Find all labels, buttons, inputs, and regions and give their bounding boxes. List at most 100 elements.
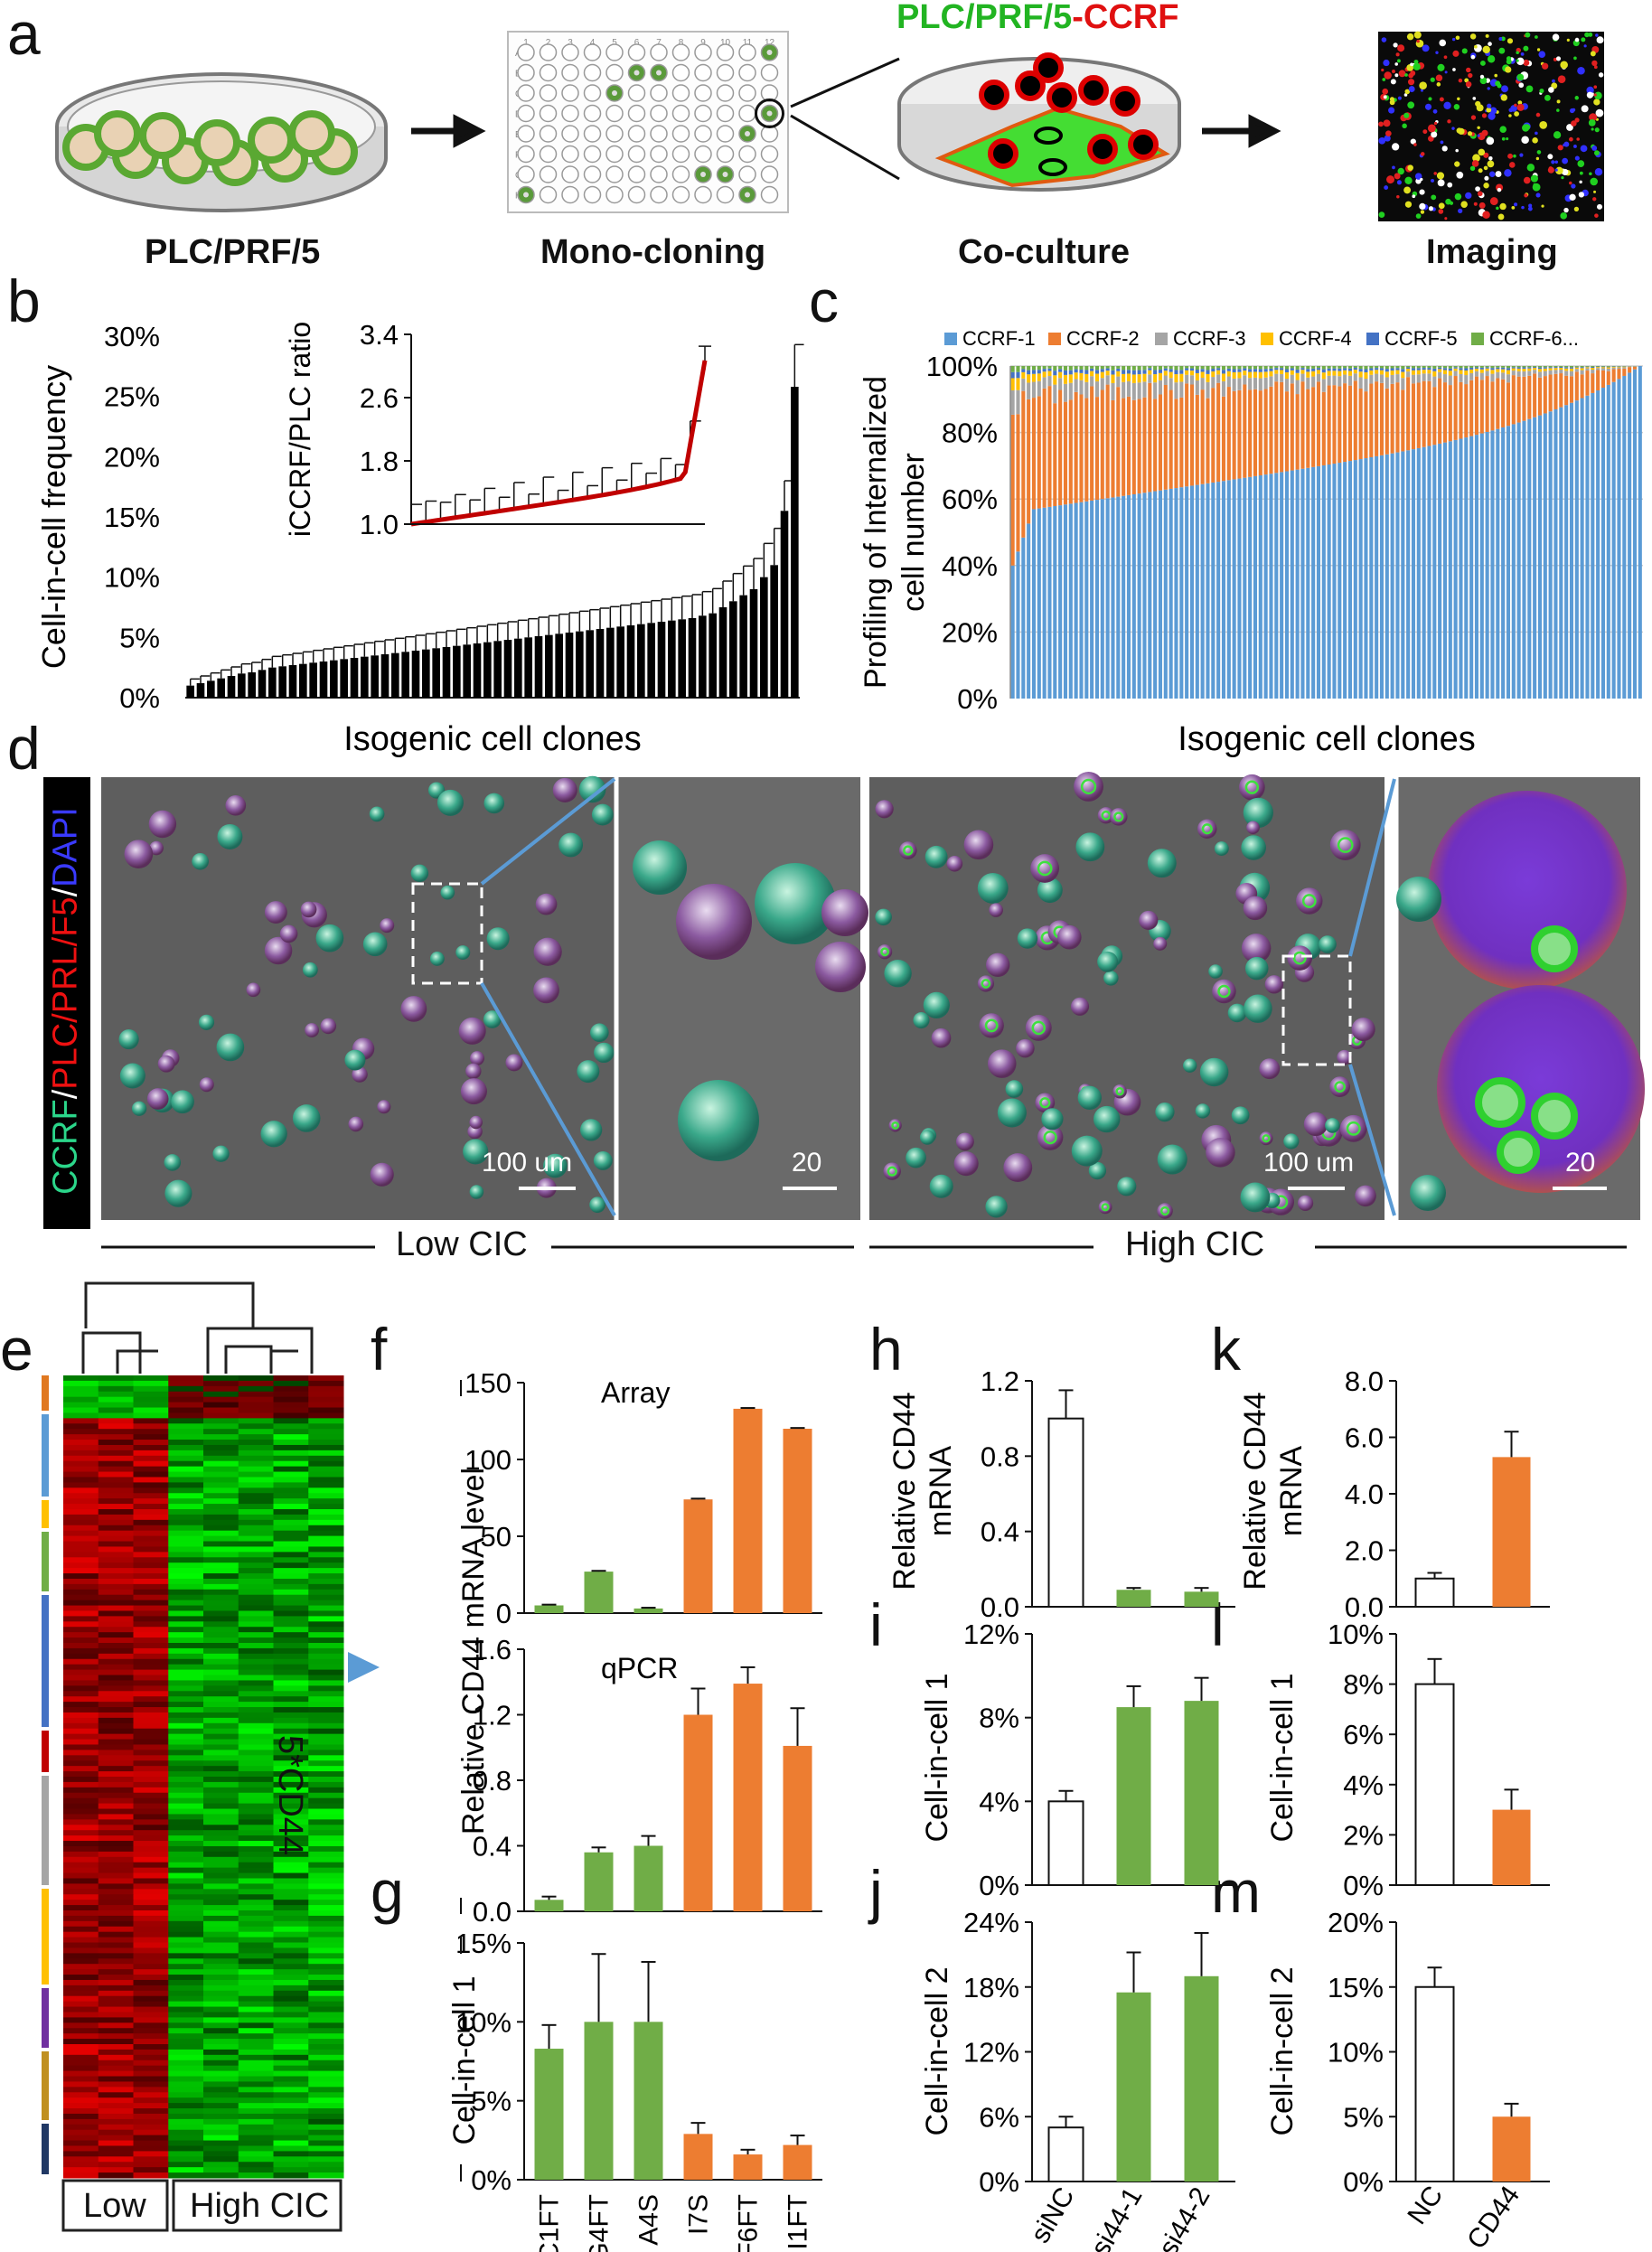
stacked-bar-segment [1042,366,1047,370]
stacked-bar-segment [1585,367,1590,369]
arrow-icon [411,114,486,148]
stacked-bar-segment [1469,367,1474,370]
bar [422,649,430,698]
stacked-bar-segment [1258,475,1262,699]
stacked-bar-segment [1142,370,1147,374]
stacked-bar-segment [1559,366,1563,368]
stacked-bar-segment [1042,371,1047,378]
stacked-bar-segment [1189,366,1195,369]
stacked-bar-segment [1533,417,1537,699]
stacked-bar-segment [1585,395,1590,699]
stacked-bar-segment [1047,368,1052,371]
bar [524,637,532,698]
coculture-title-red: -CCRF [1072,0,1179,36]
stacked-bar-segment [1316,465,1321,699]
y-tick-label: 10% [1328,1619,1384,1650]
stacked-bar-segment [1290,470,1294,699]
stacked-bar-segment [1596,368,1600,371]
stacked-bar-segment [1079,394,1084,502]
bar [634,2022,663,2180]
stacked-bar-segment [1485,431,1489,699]
stacked-bar-segment [1122,370,1126,374]
stacked-bar-segment [1490,366,1495,369]
stacked-bar-segment [1094,370,1100,374]
stacked-bar-segment [1179,381,1184,398]
stacked-bar-segment [1511,371,1516,376]
bar [634,1845,663,1911]
stacked-bar-segment [1453,371,1458,377]
stacked-bar-segment [1116,368,1121,371]
high-cic-label: High CIC [1125,1225,1265,1263]
y-axis-label: cell number [896,453,931,612]
bar [1116,1590,1151,1607]
stacked-bar-segment [1343,368,1347,371]
stacked-bar-segment [1280,370,1284,374]
stacked-bar-segment [1379,374,1384,383]
stacked-bar-segment [1533,370,1537,374]
stacked-bar-segment [1522,371,1526,377]
stacked-bar-segment [1427,446,1431,699]
stacked-bar-segment [1448,441,1452,699]
stacked-bar-segment [1274,370,1279,374]
stacked-bar-segment [1506,374,1511,383]
category-label: C1FT [535,2194,565,2252]
stacked-bar-segment [1569,367,1574,369]
stacked-bar-segment [1126,373,1131,381]
stacked-bar-segment [1479,367,1484,370]
stacked-bar-segment [1263,371,1268,378]
y-tick-label: 8% [1343,1669,1384,1701]
stacked-bar-segment [1010,389,1015,415]
stacked-bar-segment [1206,370,1210,374]
stacked-bar-segment [1248,389,1253,477]
bar [545,634,553,698]
bar [350,658,359,698]
stacked-bar-segment [1390,374,1394,384]
stacked-bar-segment [1422,380,1426,447]
stacked-bar-segment [1300,468,1305,699]
stacked-bar-segment [1084,366,1089,371]
stacked-bar-segment [1527,368,1532,371]
bar [760,577,768,698]
y-tick-label: 18% [963,1972,1019,2003]
chart-f-array: 0 50 100 150 Array [465,1367,822,1629]
stacked-bar-segment [1390,453,1394,699]
legend-label: CCRF-1 [962,327,1036,350]
stacked-bar-segment [1591,370,1595,374]
stacked-bar-segment [1406,367,1411,370]
stacked-bar-segment [1195,380,1199,395]
y-axis-label: Relative CD44 [887,1392,922,1590]
stacked-bar-segment [1628,367,1632,373]
stacked-bar-segment [1280,472,1284,699]
stacked-bar-segment [1343,370,1347,375]
stacked-bar-segment [1321,379,1326,392]
stacked-bar-segment [1490,430,1495,699]
stacked-bar-segment [1564,366,1569,368]
bar [411,651,420,698]
stacked-bar-segment [1611,367,1616,370]
stacked-bar-segment [1195,484,1199,699]
scale-label: 100 um [482,1148,573,1178]
y-tick-label: 0.4 [981,1516,1019,1548]
stacked-bar-segment [1432,445,1437,699]
stacked-bar-segment [1221,370,1226,374]
plate-col-label: 6 [634,38,640,48]
y-tick-label: 20% [942,616,998,648]
plate-col-label: 11 [743,38,753,48]
category-label: A4S [634,2194,664,2246]
plate-col-label: 5 [612,38,617,48]
x-axis-label: Isogenic cell clones [343,720,642,758]
stacked-bar-segment [1574,366,1579,368]
stacked-bar-segment [1369,366,1374,369]
stacked-bar-segment [1600,367,1606,369]
y-axis-label: Cell-in-cell 2 [920,1966,954,2135]
stacked-bar-segment [1321,369,1326,373]
stacked-bar-segment [1516,422,1521,699]
category-label: siNC [1025,2182,1080,2248]
bar [770,565,778,698]
stacked-bar-segment [1606,367,1610,369]
stacked-bar-segment [1010,414,1015,566]
stacked-bar-segment [1401,366,1405,370]
bar [473,643,482,698]
stacked-bar-segment [1375,366,1379,369]
